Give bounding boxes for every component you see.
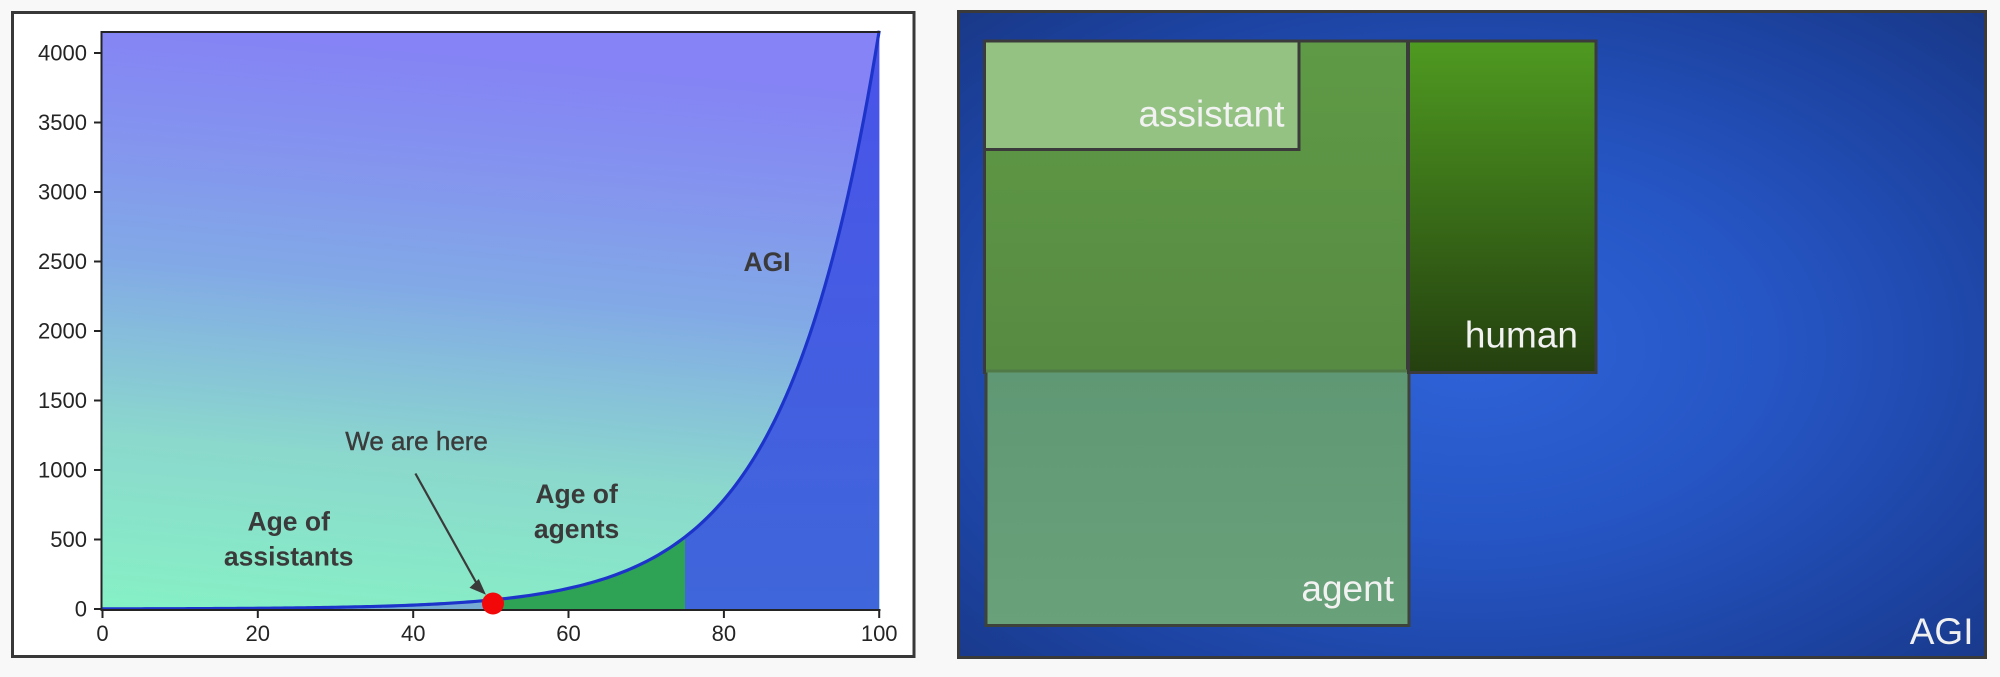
svg-text:2000: 2000 bbox=[38, 319, 87, 344]
svg-text:AGI: AGI bbox=[744, 247, 791, 277]
svg-text:500: 500 bbox=[50, 527, 87, 552]
svg-text:100: 100 bbox=[861, 621, 898, 646]
svg-text:Age of: Age of bbox=[247, 507, 330, 537]
svg-text:1500: 1500 bbox=[38, 388, 87, 413]
svg-text:agent: agent bbox=[1301, 568, 1394, 609]
svg-text:AGI: AGI bbox=[1910, 611, 1974, 652]
svg-text:3000: 3000 bbox=[38, 180, 87, 205]
svg-text:assistants: assistants bbox=[224, 542, 354, 572]
svg-text:40: 40 bbox=[401, 621, 425, 646]
svg-text:assistant: assistant bbox=[1138, 94, 1285, 135]
svg-text:agents: agents bbox=[534, 514, 619, 544]
svg-text:2500: 2500 bbox=[38, 249, 87, 274]
svg-text:We are here: We are here bbox=[345, 426, 488, 456]
svg-text:1000: 1000 bbox=[38, 458, 87, 483]
svg-text:human: human bbox=[1465, 315, 1578, 356]
svg-text:Age of: Age of bbox=[535, 479, 618, 509]
svg-text:60: 60 bbox=[556, 621, 580, 646]
svg-text:3500: 3500 bbox=[38, 110, 87, 135]
svg-text:0: 0 bbox=[75, 597, 87, 622]
svg-text:4000: 4000 bbox=[38, 41, 87, 66]
svg-text:0: 0 bbox=[96, 621, 108, 646]
svg-text:20: 20 bbox=[246, 621, 270, 646]
svg-text:80: 80 bbox=[712, 621, 736, 646]
